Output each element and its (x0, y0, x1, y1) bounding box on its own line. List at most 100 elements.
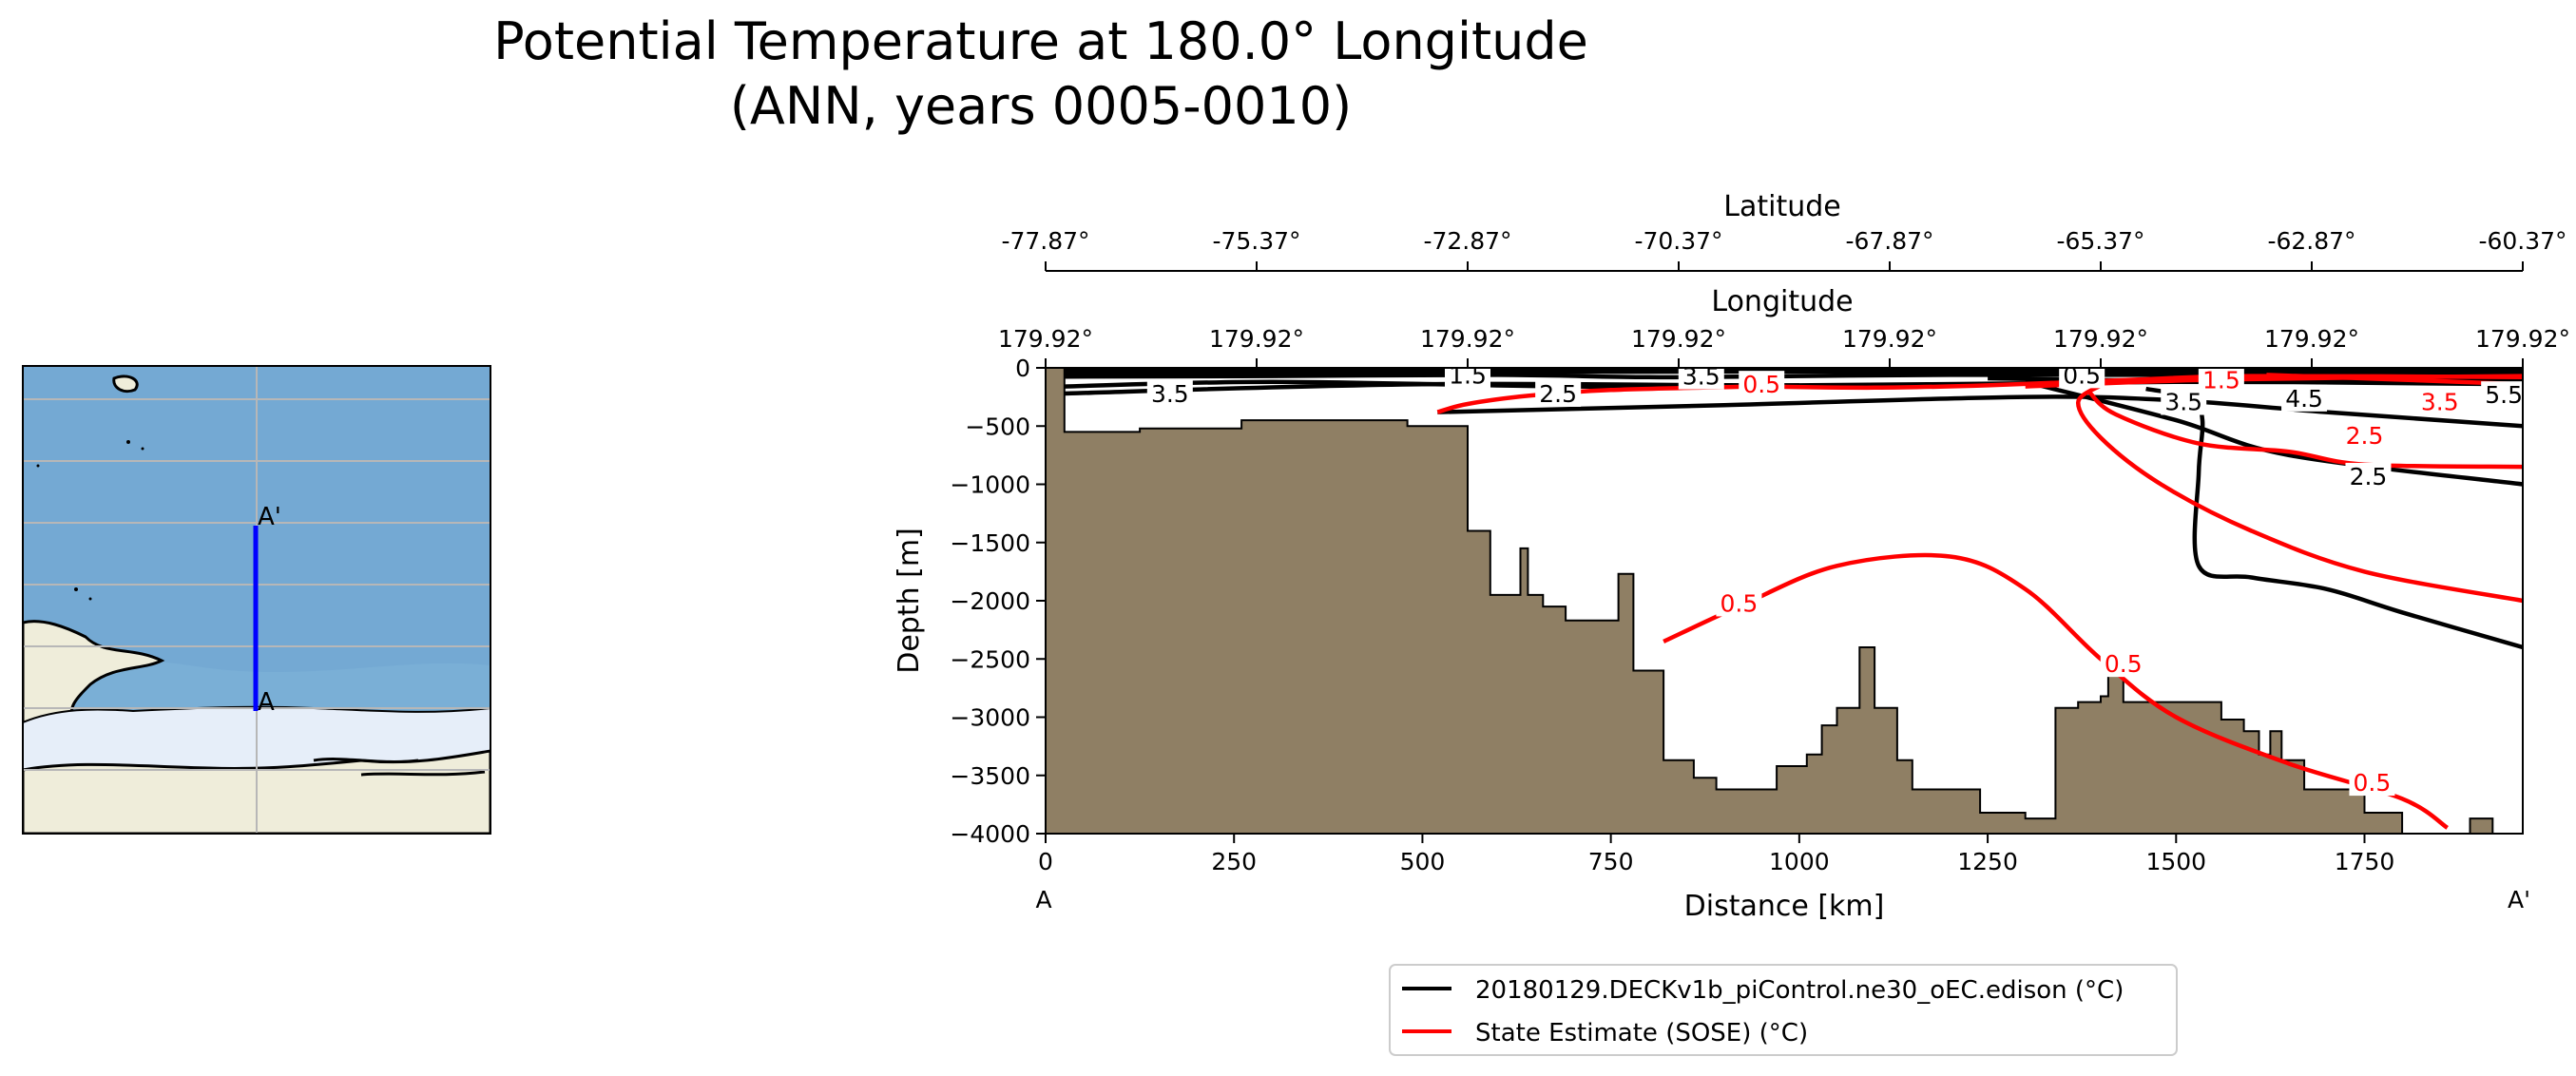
longitude-tick-label: 179.92° (2475, 325, 2570, 353)
contour-label-bg (2341, 422, 2388, 450)
sose-contour-line (2087, 390, 2523, 470)
figure-title-line1: Potential Temperature at 180.0° Longitud… (493, 11, 1588, 71)
contour-label-bg (1739, 371, 1785, 398)
latitude-tick-label: -65.37° (2056, 227, 2144, 255)
inset-map: A' A (22, 365, 491, 835)
map-islet (141, 447, 144, 451)
bathymetry-patch (2469, 817, 2494, 834)
longitude-tick-label: 179.92° (1631, 325, 1726, 353)
latitude-axis-ticks: -77.87° -75.37° -72.87° -70.37° -67.87° -65.3… (1001, 227, 2567, 271)
map-islet (36, 464, 40, 468)
contour-label-bg (2059, 368, 2105, 389)
contour-label-bg (2198, 368, 2244, 394)
sose-contour-line (2075, 383, 2523, 604)
latitude-tick-label: -60.37° (2478, 227, 2566, 255)
x-tick-label: 1750 (2335, 848, 2395, 875)
contour-label: 1.5 (2202, 366, 2240, 394)
y-tick-label: −1000 (950, 471, 1030, 499)
map-point-b-label: A' (258, 503, 281, 531)
model-contour-line (1064, 369, 2523, 375)
contour-label-bg (1535, 379, 1582, 407)
contour-label: 3.5 (1151, 380, 1189, 408)
contour-label: 2.5 (2350, 463, 2388, 490)
y-tick-label: −2500 (950, 645, 1030, 673)
latitude-axis-label: Latitude (1723, 190, 1840, 223)
endpoint-left-label: A (1035, 886, 1051, 913)
contour-label-bg (2100, 650, 2146, 678)
figure-title-line2: (ANN, years 0005-0010) (730, 76, 1352, 136)
model-contour-line (2145, 386, 2523, 650)
contour-label-bg (1445, 368, 1490, 389)
contour-label: 0.5 (2354, 769, 2392, 797)
legend-box (1389, 964, 2178, 1056)
longitude-tick-label: 179.92° (1209, 325, 1304, 353)
y-tick-label: −1500 (950, 529, 1030, 557)
contour-label: 5.5 (2485, 381, 2523, 409)
contour-label-bg (2481, 381, 2523, 409)
contour-label: 0.5 (2105, 650, 2143, 678)
map-islet (74, 587, 78, 591)
x-tick-label: 1250 (1957, 848, 2018, 875)
y-tick-label: −4000 (950, 820, 1030, 848)
contour-label: 2.5 (2346, 422, 2384, 450)
latitude-tick-label: -77.87° (1001, 227, 1089, 255)
longitude-tick-label: 179.92° (1842, 325, 1937, 353)
longitude-axis-ticks: 179.92° 179.92° 179.92° 179.92° 179.92° 179.9… (998, 325, 2570, 368)
longitude-tick-label: 179.92° (2053, 325, 2148, 353)
x-tick-label: 250 (1211, 848, 1257, 875)
contour-label-bg (2349, 769, 2395, 797)
latitude-tick-label: -62.87° (2267, 227, 2355, 255)
contour-label: 0.5 (2063, 361, 2101, 389)
map-frame (22, 365, 491, 835)
contour-label-bg (1716, 589, 1762, 617)
contour-label-bg (2345, 462, 2392, 490)
longitude-tick-label: 179.92° (2264, 325, 2359, 353)
sose-contour-line (1663, 552, 2450, 830)
x-tick-label: 1500 (2145, 848, 2206, 875)
y-tick-label: −2000 (950, 587, 1030, 615)
contour-labels: 3.5 2.51.5 3.5 0.53.5 4.52.55.50.5 1.52.53.50… (1146, 361, 2523, 797)
contour-label: 3.5 (2164, 389, 2202, 416)
latitude-tick-label: -72.87° (1423, 227, 1511, 255)
legend: 20180129.DECKv1b_piControl.ne30_oEC.edis… (1389, 964, 2178, 1056)
contour-label: 3.5 (2421, 389, 2459, 416)
contour-label: 4.5 (2285, 385, 2323, 413)
map-islet (88, 597, 92, 601)
contour-label-bg (2281, 384, 2328, 412)
legend-label-model: 20180129.DECKv1b_piControl.ne30_oEC.edis… (1475, 976, 2124, 1005)
contour-label-bg (1146, 379, 1193, 407)
x-tick-label: 500 (1400, 848, 1446, 875)
map-island (112, 375, 139, 394)
bathymetry-fill (1046, 368, 2404, 834)
x-axis-ticks: 0 250 500 750 1000 1250 1500 1750 (1038, 834, 2394, 875)
map-islet (126, 440, 130, 444)
contour-label: 0.5 (1742, 371, 1780, 398)
contour-label: 1.5 (1449, 361, 1487, 389)
y-tick-label: 0 (1015, 355, 1030, 382)
contour-label: 3.5 (1682, 363, 1721, 391)
map-point-a-label: A (258, 688, 275, 717)
map-coast-detail (313, 758, 486, 777)
latitude-tick-label: -75.37° (1212, 227, 1300, 255)
x-tick-label: 1000 (1769, 848, 1830, 875)
y-tick-label: −3500 (950, 762, 1030, 790)
legend-label-sose: State Estimate (SOSE) (°C) (1475, 1019, 1808, 1047)
longitude-axis-label: Longitude (1711, 285, 1853, 318)
y-axis-label: Depth [m] (893, 528, 926, 674)
latitude-tick-label: -70.37° (1634, 227, 1722, 255)
contour-label: 0.5 (1721, 589, 1759, 617)
y-tick-label: −3000 (950, 704, 1030, 732)
contour-label: 2.5 (1539, 380, 1577, 408)
x-axis-label: Distance [km] (1684, 890, 1885, 923)
contour-label-bg (2416, 388, 2463, 415)
y-tick-label: −500 (965, 413, 1030, 440)
x-tick-label: 750 (1588, 848, 1634, 875)
section-plot: 3.5 2.51.5 3.5 0.53.5 4.52.55.50.5 1.52.53.50… (893, 190, 2570, 923)
latitude-tick-label: -67.87° (1845, 227, 1933, 255)
x-tick-label: 0 (1038, 848, 1053, 875)
y-axis-ticks: 0 −500 −1000 −1500 −2000 −2500 −3000 −3500 −4000 (950, 355, 1046, 848)
endpoint-right-label: A' (2508, 886, 2530, 913)
model-contour-line (1437, 394, 2523, 429)
contour-label-bg (1678, 368, 1724, 390)
